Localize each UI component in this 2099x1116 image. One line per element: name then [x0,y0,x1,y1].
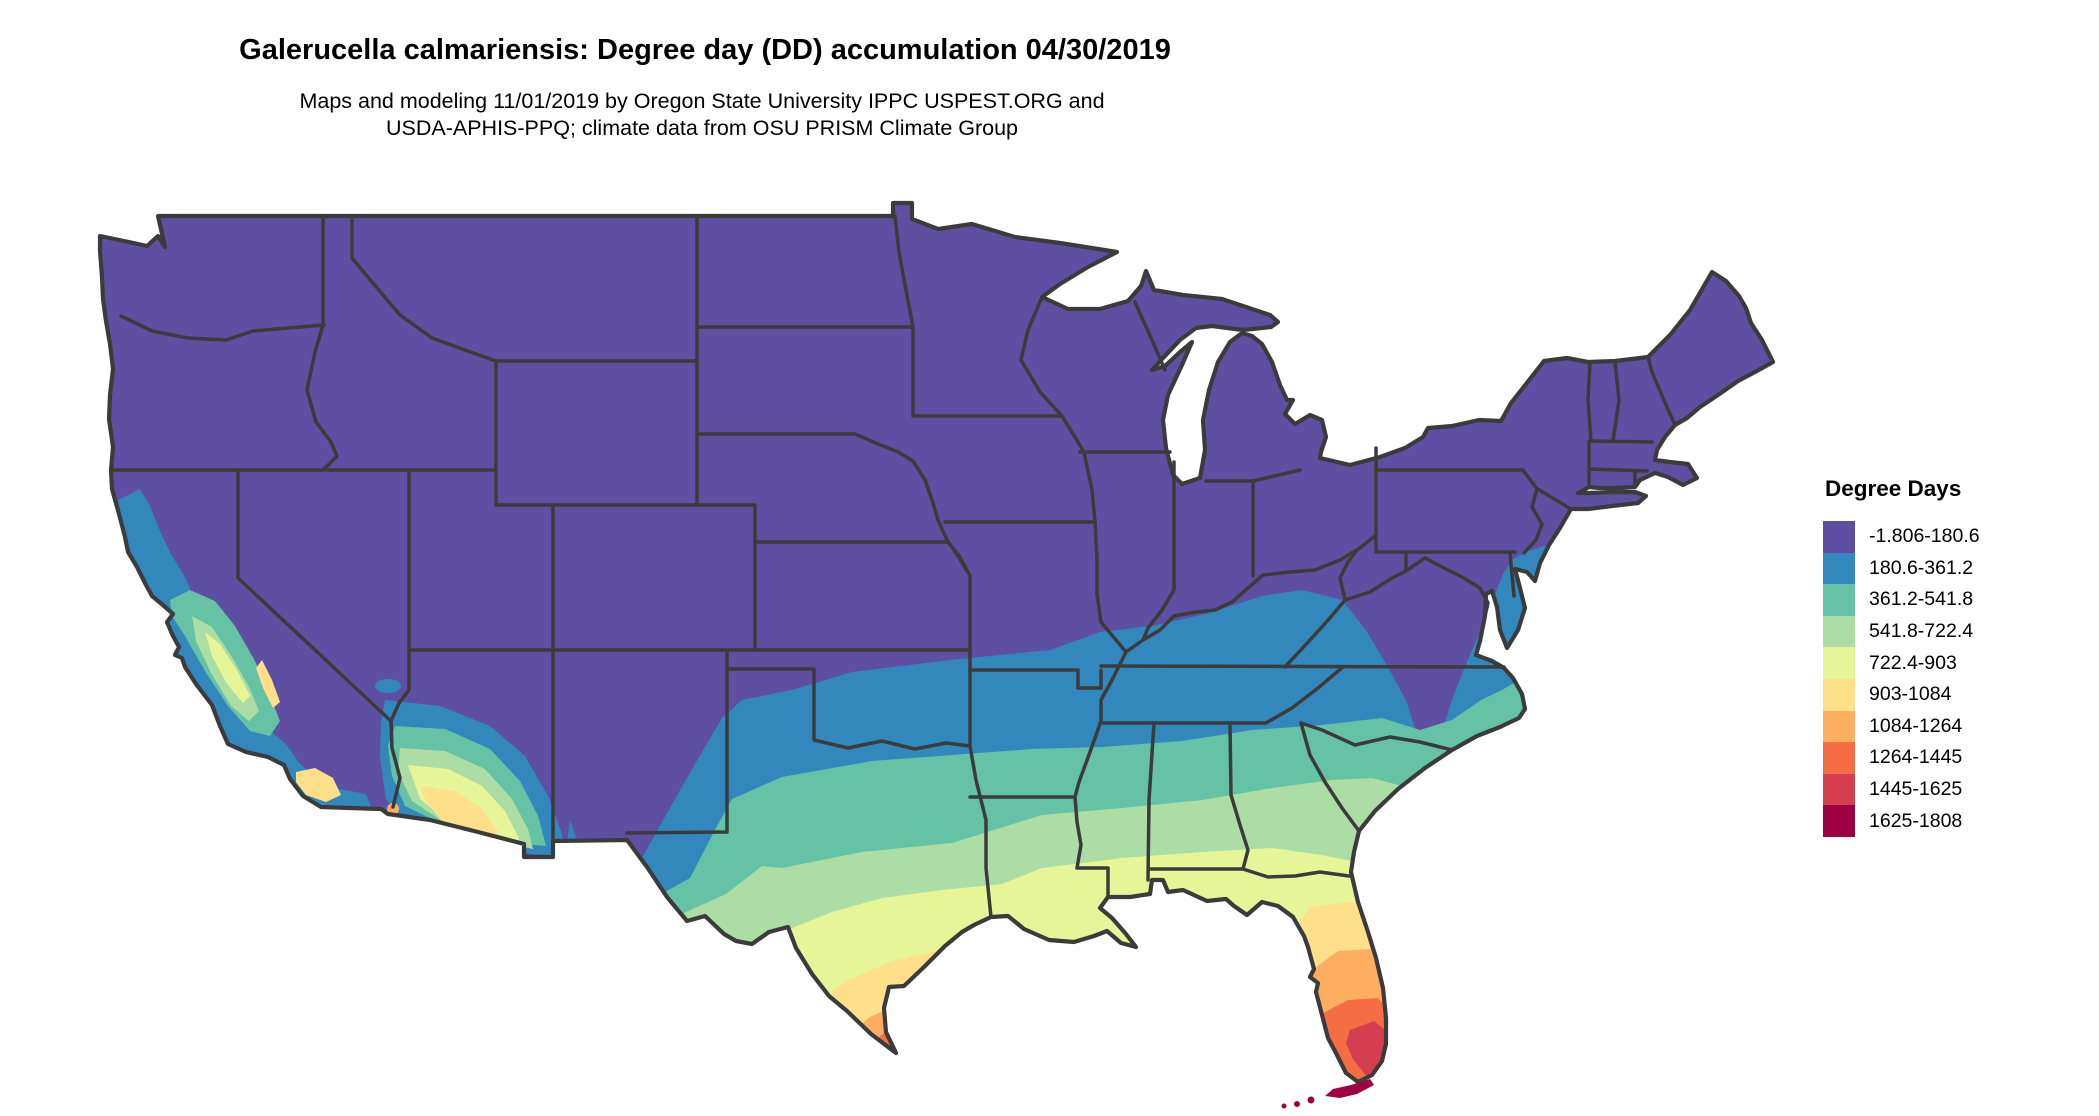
legend-label-9: 1625-1808 [1869,809,1963,832]
sierra-foothills-patch [256,660,280,708]
legend-label-8: 1445-1625 [1869,778,1963,801]
legend-item-6: 1084-1264 [1823,710,1980,743]
legend-swatch-2 [1823,584,1855,616]
legend-item-1: 180.6-361.2 [1823,552,1980,585]
legend-item-8: 1445-1625 [1823,773,1980,806]
legend-swatch-1 [1823,552,1855,585]
legend: Degree Days -1.806-180.6 180.6-361.2 361… [1823,476,1980,837]
legend-item-7: 1264-1445 [1823,742,1980,774]
legend-label-5: 903-1084 [1869,683,1952,706]
legend-label-1: 180.6-361.2 [1869,556,1974,579]
florida-keys [1281,1079,1374,1109]
las-vegas-patch [375,679,401,693]
legend-item-2: 361.2-541.8 [1823,584,1980,616]
legend-label-3: 541.8-722.4 [1869,620,1974,643]
legend-swatch-6 [1823,710,1855,743]
legend-swatch-5 [1823,678,1855,711]
central-valley-floor [205,632,250,703]
state-borders [97,200,1776,1085]
yuma-orange-patch [387,803,399,815]
map-subtitle-line2: USDA-APHIS-PPQ; climate data from OSU PR… [385,116,1019,140]
legend-label-6: 1084-1264 [1869,714,1963,737]
california-coast-region [118,489,372,810]
legend-swatch-0 [1823,521,1855,553]
legend-label-2: 361.2-541.8 [1869,588,1974,611]
page-title: Galerucella calmariensis: Degree day (DD… [239,34,1171,66]
legend-label-4: 722.4-903 [1869,651,1957,674]
legend-label-0: -1.806-180.6 [1869,525,1980,548]
band-region-7 [864,998,1390,1082]
legend-item-0: -1.806-180.6 [1823,521,1980,553]
legend-swatch-3 [1823,615,1855,648]
map-subtitle: Maps and modeling 11/01/2019 by Oregon S… [0,88,1404,142]
legend-swatch-8 [1823,773,1855,806]
socal-desert-patch [296,768,341,802]
legend-item-9: 1625-1808 [1823,805,1980,837]
band-region-8 [1346,1021,1386,1077]
legend-item-4: 722.4-903 [1823,647,1980,679]
legend-item-5: 903-1084 [1823,678,1980,711]
legend-swatch-4 [1823,647,1855,679]
map-subtitle-line1: Maps and modeling 11/01/2019 by Oregon S… [299,89,1105,113]
legend-swatch-7 [1823,742,1855,774]
us-outline [97,200,1776,1085]
legend-label-7: 1264-1445 [1869,746,1963,769]
legend-title: Degree Days [1825,476,1962,501]
arizona-yellow-region [420,786,500,845]
legend-item-3: 541.8-722.4 [1823,615,1980,648]
legend-swatch-9 [1823,805,1855,837]
